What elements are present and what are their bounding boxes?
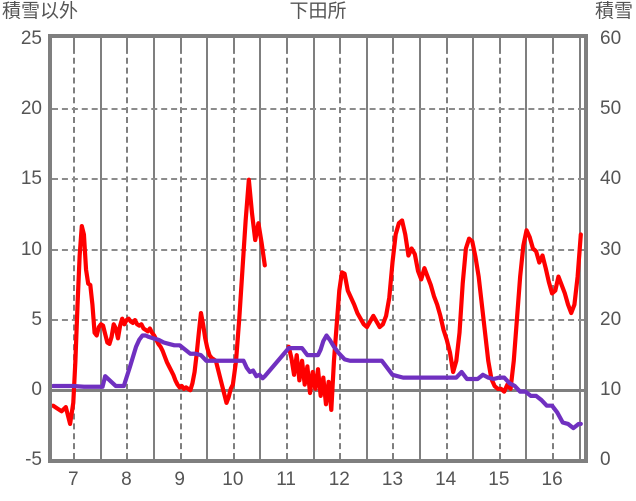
- y-axis-right-tick-label: 60: [600, 28, 622, 49]
- axis-tick-top: [179, 38, 182, 48]
- axis-tick-top: [312, 38, 315, 48]
- axis-tick-top: [498, 38, 501, 48]
- series-line-snow: [52, 333, 583, 431]
- gridline-horizontal: [52, 248, 584, 251]
- axis-tick-top: [259, 38, 262, 48]
- plot-inner: [52, 38, 584, 459]
- x-axis-tick-label: 8: [121, 469, 132, 490]
- x-axis-tick-label: 7: [67, 469, 79, 490]
- y-axis-right-tick-label: 50: [600, 98, 622, 120]
- axis-tick-top: [445, 38, 448, 48]
- axis-tick-top: [525, 38, 528, 48]
- axis-tick-top: [472, 38, 475, 48]
- left-axis-title: 積雪以外: [2, 1, 79, 22]
- plot-area: [48, 34, 588, 463]
- y-axis-left-tick-label: 20: [20, 98, 42, 120]
- gridline-horizontal: [52, 318, 584, 321]
- y-axis-right-tick-label: 0: [600, 449, 611, 470]
- x-axis-tick-label: 16: [541, 469, 563, 490]
- axis-tick-top: [286, 38, 289, 48]
- axis-tick-top: [126, 38, 129, 48]
- x-axis-tick-label: 11: [276, 469, 296, 490]
- axis-tick-top: [232, 38, 235, 48]
- y-axis-left-labels: -5 0 5 10 15 20 25: [0, 0, 42, 501]
- axis-tick-top: [578, 38, 581, 48]
- series-layer: [52, 177, 583, 431]
- y-axis-left-tick-label: 10: [20, 238, 42, 260]
- gridline-horizontal: [52, 108, 584, 111]
- axis-tick-top: [153, 38, 156, 48]
- x-axis-tick-label: 12: [328, 469, 350, 490]
- y-axis-left-tick-label: 15: [20, 168, 42, 190]
- x-axis-tick-label: 13: [381, 469, 404, 490]
- y-axis-right-tick-label: 10: [600, 378, 622, 400]
- y-axis-left-tick-label: 25: [20, 28, 42, 49]
- axis-tick-top: [419, 38, 422, 48]
- axis-tick-top: [206, 38, 209, 48]
- x-axis-tick-label: 10: [222, 469, 244, 490]
- right-axis-title: 積雪: [594, 1, 633, 22]
- x-axis-tick-label: 14: [435, 469, 457, 490]
- axis-tick-top: [365, 38, 368, 48]
- y-axis-left-tick-label: -5: [25, 449, 42, 470]
- series-line-non-snow: [52, 177, 583, 427]
- x-axis-tick-label: 15: [488, 469, 510, 490]
- axis-tick-top: [552, 38, 555, 48]
- y-axis-right-tick-label: 20: [600, 308, 622, 330]
- axis-tick-top: [99, 38, 102, 48]
- y-axis-right-tick-label: 40: [600, 168, 622, 190]
- axis-tick-top: [339, 38, 342, 48]
- y-axis-right-labels: 0 10 20 30 40 50 60: [594, 0, 636, 501]
- page-title: 下田所: [289, 1, 347, 22]
- y-axis-left-tick-label: 5: [31, 308, 42, 330]
- y-axis-left-tick-label: 0: [31, 378, 42, 400]
- y-axis-right-tick-label: 30: [600, 238, 622, 260]
- gridline-horizontal: [52, 178, 584, 181]
- x-axis-tick-label: 9: [174, 469, 185, 490]
- axis-tick-top: [392, 38, 395, 48]
- axis-tick-top: [73, 38, 76, 48]
